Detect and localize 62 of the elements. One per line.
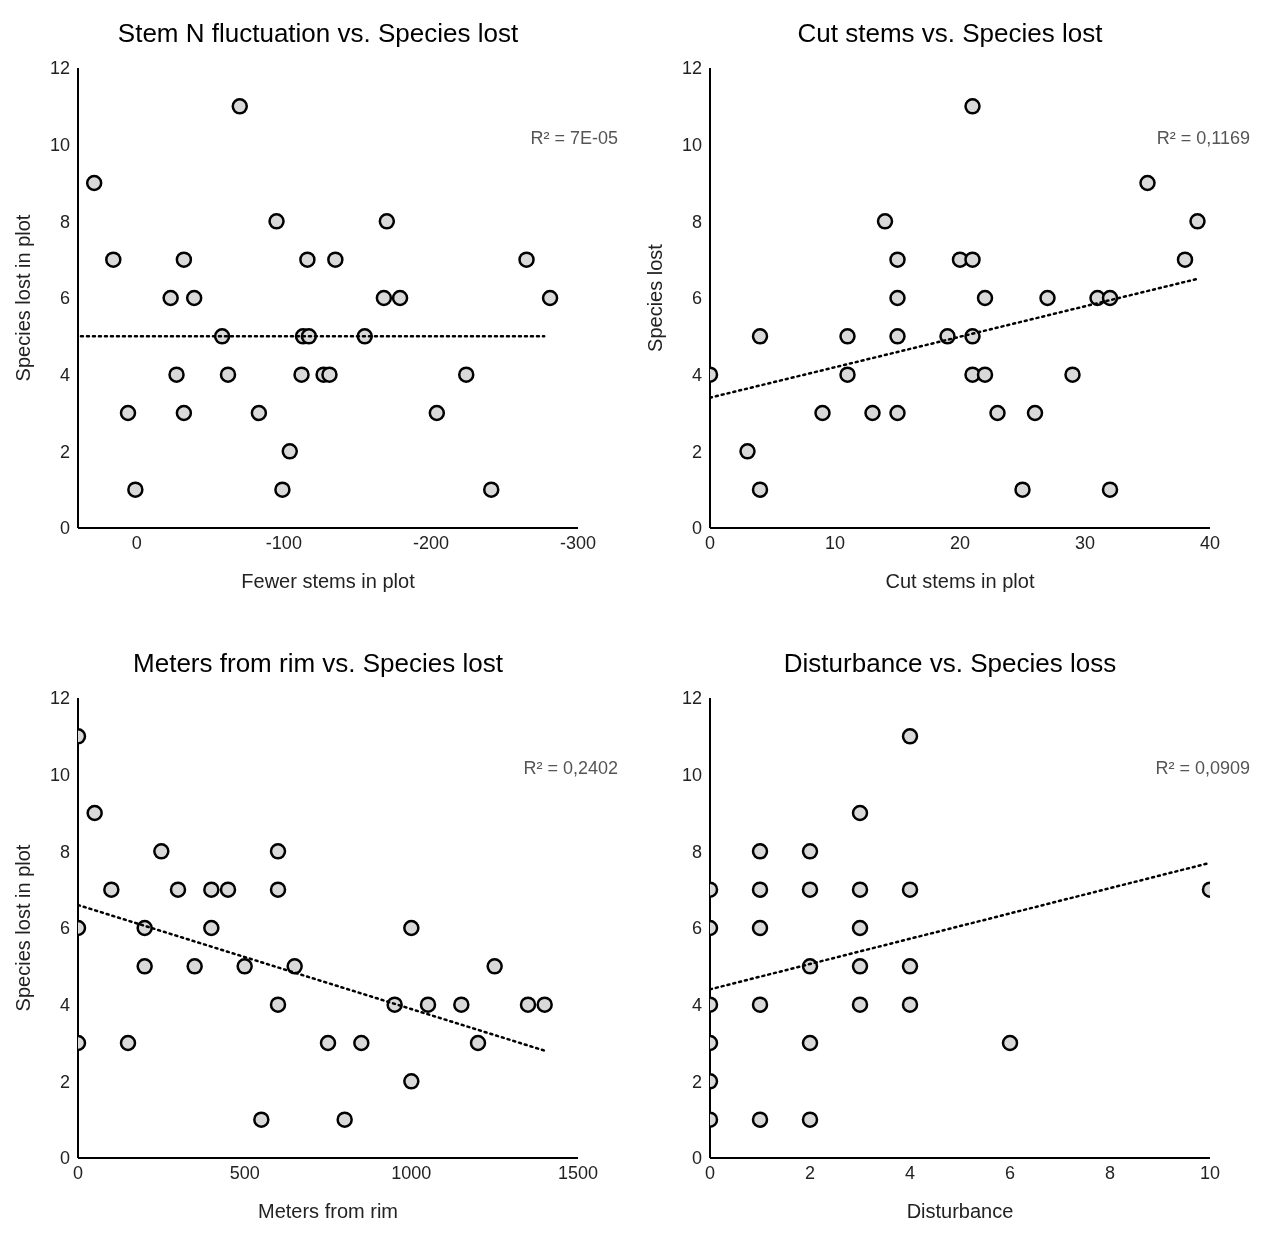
x-tick-label: 0 [72, 1162, 84, 1183]
y-tick-label: 12 [681, 688, 702, 709]
y-tick-label: 10 [681, 765, 702, 786]
y-tick-label: 0 [691, 1148, 702, 1169]
x-tick-label: 10 [824, 532, 846, 553]
x-axis-title: Fewer stems in plot [241, 570, 416, 592]
y-axis-title: Species lost [644, 243, 667, 352]
x-tick-label: 30 [1074, 532, 1096, 553]
chart-title: Cut stems vs. Species lost [796, 17, 1104, 50]
y-axis-title: Species lost in plot [12, 844, 35, 1012]
y-tick-label: 6 [691, 918, 702, 939]
annotation: R² = 0,2402 [523, 758, 618, 779]
chart-title: Stem N fluctuation vs. Species lost [116, 17, 520, 50]
y-tick-label: 4 [691, 995, 702, 1016]
chart-title: Disturbance vs. Species loss [782, 647, 1118, 680]
y-tick-label: 2 [59, 441, 70, 462]
y-tick-label: 8 [691, 841, 702, 862]
y-tick-label: 4 [59, 365, 70, 386]
y-tick-label: 0 [59, 1148, 70, 1169]
annotation: R² = 0,1169 [1156, 128, 1250, 149]
x-tick-label: 1500 [557, 1162, 599, 1183]
y-tick-label: 6 [691, 288, 702, 309]
annotation: R² = 7E-05 [530, 128, 618, 149]
x-tick-label: -100 [265, 532, 302, 553]
y-tick-label: 8 [59, 211, 70, 232]
x-tick-label: 4 [904, 1162, 916, 1183]
y-tick-label: 12 [49, 58, 70, 79]
x-tick-label: 2 [804, 1162, 816, 1183]
chart-title: Meters from rim vs. Species lost [132, 647, 504, 680]
y-tick-label: 12 [681, 58, 702, 79]
annotation: R² = 0,0909 [1155, 758, 1250, 779]
x-axis-title: Cut stems in plot [885, 570, 1035, 592]
y-tick-label: 8 [59, 841, 70, 862]
y-tick-label: 2 [691, 441, 702, 462]
y-tick-label: 10 [49, 135, 70, 156]
y-tick-label: 10 [49, 765, 70, 786]
y-tick-label: 8 [691, 211, 702, 232]
y-tick-label: 4 [59, 995, 70, 1016]
x-tick-label: 0 [131, 532, 142, 553]
y-tick-label: 0 [691, 518, 702, 539]
x-axis-title: Disturbance [906, 1200, 1014, 1222]
y-tick-label: 6 [59, 288, 70, 309]
y-tick-label: 4 [691, 365, 702, 386]
x-tick-label: -300 [559, 532, 597, 553]
x-tick-label: 8 [1104, 1162, 1116, 1183]
y-tick-label: 10 [681, 135, 702, 156]
y-tick-label: 2 [59, 1071, 70, 1092]
x-tick-label: -200 [412, 532, 449, 553]
x-tick-label: 0 [704, 532, 716, 553]
x-tick-label: 6 [1004, 1162, 1016, 1183]
y-tick-label: 6 [59, 918, 70, 939]
x-tick-label: 1000 [391, 1162, 432, 1183]
x-tick-label: 0 [704, 1162, 716, 1183]
y-axis-title: Species lost in plot [12, 214, 35, 382]
x-tick-label: 500 [229, 1162, 260, 1183]
x-tick-label: 10 [1199, 1162, 1221, 1183]
x-axis-title: Meters from rim [258, 1200, 398, 1222]
y-tick-label: 2 [691, 1071, 702, 1092]
y-tick-label: 12 [49, 688, 70, 709]
x-tick-label: 40 [1199, 532, 1221, 553]
y-tick-label: 0 [59, 518, 70, 539]
x-tick-label: 20 [949, 532, 971, 553]
